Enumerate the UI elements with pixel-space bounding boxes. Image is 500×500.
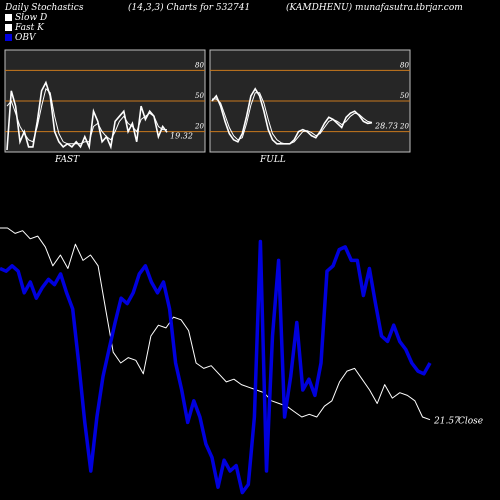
fast-panel-title: FAST xyxy=(54,155,80,165)
legend-label-slow-d: Slow D xyxy=(15,13,48,23)
legend-slow-d: Slow D xyxy=(5,13,47,23)
full-panel-title: FULL xyxy=(259,155,286,165)
header-middle: (14,3,3) Charts for 532741 xyxy=(128,3,251,13)
legend-fast-k: Fast K xyxy=(5,23,44,33)
legend-obv: OBV xyxy=(5,33,36,43)
full-tick-label: 20 xyxy=(399,123,409,131)
legend-label-fast-k: Fast K xyxy=(15,23,44,33)
legend-swatch-obv xyxy=(5,34,12,41)
legend-swatch-slow-d xyxy=(5,14,12,21)
legend-label-obv: OBV xyxy=(15,33,36,43)
full-tick-label: 80 xyxy=(400,61,409,69)
fast-tick-label: 80 xyxy=(195,61,204,69)
full-series-fast-k xyxy=(211,87,373,145)
header-right: (KAMDHENU) munafasutra.tbrjar.com xyxy=(286,3,463,13)
close-last-value-label: 21.57 xyxy=(433,417,460,427)
fast-series-slow-d xyxy=(6,87,167,145)
full-last-value-label: 28.73 xyxy=(374,122,398,131)
full-tick-label: 50 xyxy=(400,92,409,100)
fast-tick-label: 50 xyxy=(195,92,204,100)
legend-swatch-fast-k xyxy=(5,24,12,31)
obv-line xyxy=(0,239,432,495)
close-suffix-label: Close xyxy=(458,417,483,427)
fast-tick-label: 20 xyxy=(194,123,204,131)
full-series-slow-d xyxy=(212,92,373,145)
close-price-line xyxy=(0,227,431,421)
header-left: Daily Stochastics xyxy=(5,3,84,13)
fast-last-value-label: 19.32 xyxy=(170,131,193,140)
